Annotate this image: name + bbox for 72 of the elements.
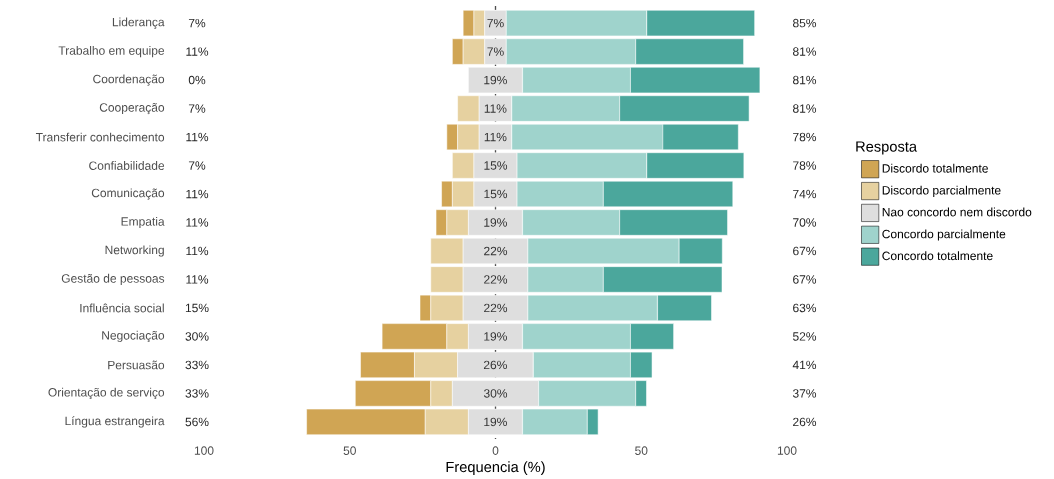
text: 81% (793, 47, 817, 56)
y-tick-label: Liderança (112, 17, 165, 29)
text: 37% (792, 388, 817, 398)
legend-title: Resposta (856, 141, 918, 155)
x-tick-label: 100 (194, 446, 214, 455)
text: 78% (793, 132, 817, 142)
legend-label: Concordo totalmente (882, 251, 993, 260)
y-tick-label: Coordenação (93, 74, 165, 86)
x-axis-title: Frequencia (%) (446, 461, 545, 475)
data-label: 15% (484, 189, 508, 198)
text: 81% (793, 104, 817, 113)
text: 78% (793, 161, 817, 170)
data-label: 7% (487, 47, 504, 56)
data-label: 30% (483, 388, 508, 398)
y-tick-label: Confiabilidade (89, 160, 165, 170)
y-tick-label: Cooperação (99, 102, 165, 114)
annotation: 11% (186, 275, 209, 284)
annotation: 11% (186, 189, 209, 198)
data-label: 19% (484, 417, 507, 426)
data-label: 19% (484, 75, 507, 85)
x-tick-label: 0 (492, 446, 499, 455)
x-tick-label: 50 (343, 446, 356, 455)
data-label: 15% (484, 161, 508, 170)
data-label: 11% (484, 132, 507, 141)
legend-label: Nao concordo nem discordo (882, 207, 1032, 217)
y-tick-label: Orientação de serviço (48, 387, 165, 399)
annotation: 11% (186, 246, 209, 255)
text: 70% (793, 218, 817, 227)
annotation: 7% (188, 18, 206, 28)
y-tick-label: Influência social (80, 303, 164, 313)
annotation: 11% (186, 218, 209, 227)
y-tick-label: Negociação (102, 330, 165, 342)
annotation: 15% (185, 303, 209, 312)
text: 26% (793, 417, 817, 426)
annotation: 11% (186, 132, 209, 141)
legend-label: Concordo parcialmente (882, 229, 1006, 241)
data-label: 26% (483, 360, 507, 369)
data-label: 22% (484, 303, 508, 312)
text: 52% (792, 331, 817, 341)
text: 81% (793, 75, 817, 85)
annotation: 56% (185, 417, 209, 426)
data-label: 22% (484, 275, 508, 284)
data-label: 11% (484, 104, 507, 113)
text: 85% (793, 18, 817, 28)
y-tick-label: Trabalho em equipe (58, 45, 165, 57)
x-tick-label: 50 (635, 446, 648, 455)
data-label: 19% (484, 218, 507, 227)
text: 63% (793, 303, 817, 312)
data-label: 22% (484, 246, 508, 255)
annotation: 7% (188, 104, 206, 113)
y-tick-label: Networking (105, 245, 164, 257)
annotation: 33% (185, 388, 209, 398)
annotation: 33% (185, 360, 209, 369)
y-tick-label: Comunicação (91, 188, 165, 200)
y-tick-label: Gestão de pessoas (61, 273, 165, 285)
x-tick-label: 100 (777, 446, 797, 455)
data-label: 19% (484, 331, 507, 341)
text: 67% (793, 246, 817, 256)
legend-label: Discordo parcialmente (882, 185, 1001, 197)
y-tick-label: Persuasão (108, 360, 165, 370)
text: 74% (793, 189, 817, 198)
y-tick-label: Língua estrangeira (65, 416, 165, 428)
annotation: 7% (188, 161, 206, 170)
text: 67% (793, 274, 817, 284)
annotation: 30% (185, 331, 209, 341)
annotation: 0% (188, 75, 206, 85)
text: 41% (792, 360, 817, 369)
y-tick-label: Empatia (121, 216, 165, 228)
legend-label: Discordo totalmente (882, 163, 988, 173)
annotation: 11% (186, 47, 209, 56)
y-tick-label: Transferir conhecimento (35, 132, 165, 142)
data-label: 7% (487, 18, 504, 28)
